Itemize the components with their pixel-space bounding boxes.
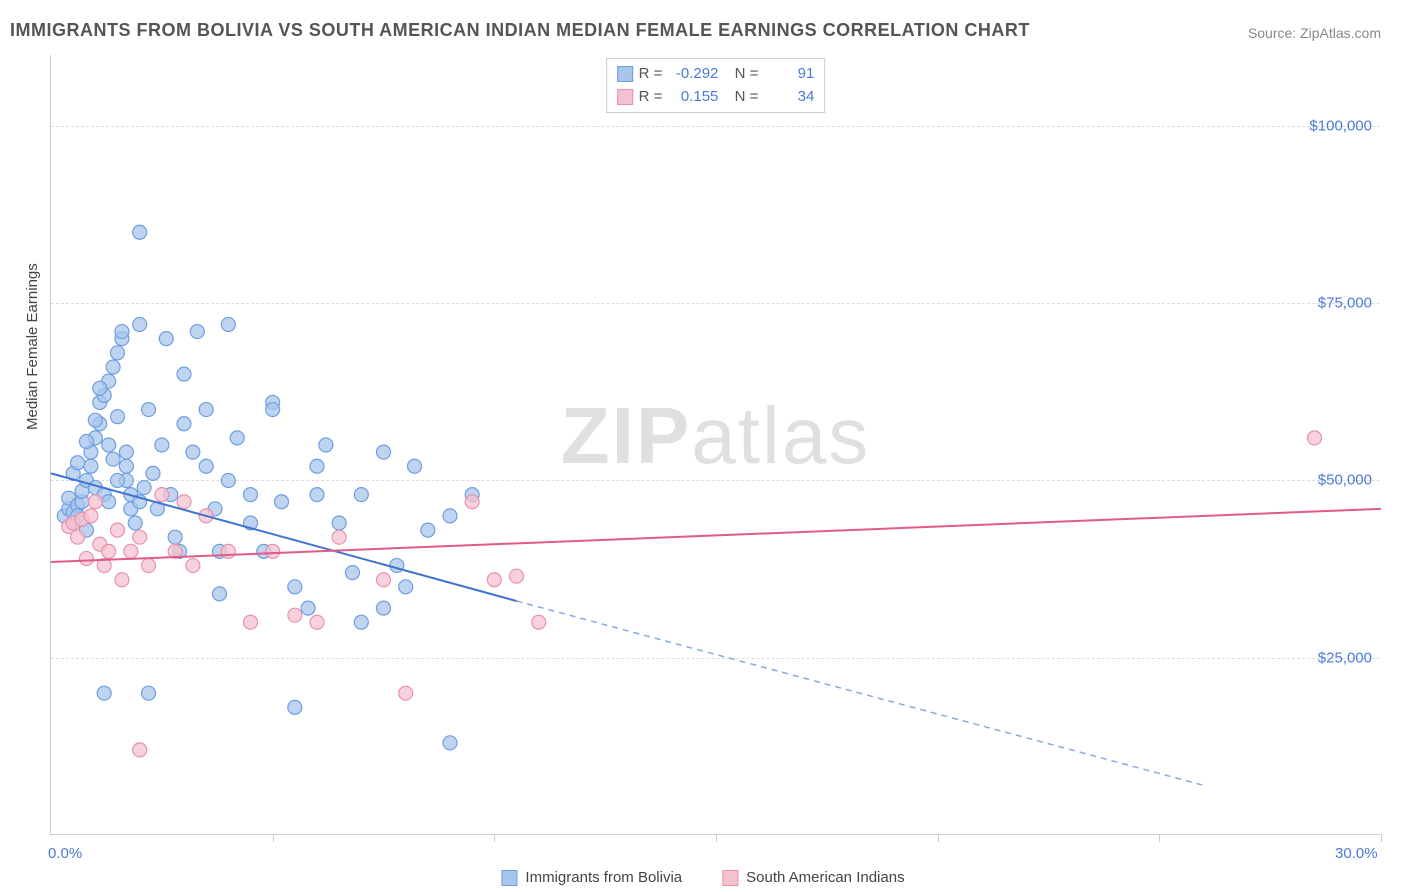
y-tick-label: $100,000 <box>1309 117 1372 134</box>
r-label: R = <box>639 86 663 109</box>
swatch-series-2-icon <box>617 89 633 105</box>
x-axis-max-label: 30.0% <box>1335 845 1378 862</box>
swatch-series-1-icon <box>617 66 633 82</box>
source-attribution: Source: ZipAtlas.com <box>1248 25 1381 41</box>
legend-swatch-2-icon <box>722 870 738 886</box>
legend-bottom: Immigrants from Bolivia South American I… <box>501 869 904 886</box>
legend-label-2: South American Indians <box>746 869 904 886</box>
n-value-1: 91 <box>764 63 814 86</box>
correlation-row-1: R = -0.292 N = 91 <box>617 63 815 86</box>
plot-area: ZIPatlas R = -0.292 N = 91 R = 0.155 N =… <box>50 55 1380 835</box>
source-label: Source: <box>1248 25 1300 41</box>
legend-swatch-1-icon <box>501 870 517 886</box>
chart-title: IMMIGRANTS FROM BOLIVIA VS SOUTH AMERICA… <box>10 20 1030 41</box>
r-value-2: 0.155 <box>668 86 718 109</box>
correlation-row-2: R = 0.155 N = 34 <box>617 86 815 109</box>
r-value-1: -0.292 <box>668 63 718 86</box>
n-value-2: 34 <box>764 86 814 109</box>
correlation-legend-box: R = -0.292 N = 91 R = 0.155 N = 34 <box>606 58 826 113</box>
y-axis-label: Median Female Earnings <box>24 263 41 430</box>
legend-item-1: Immigrants from Bolivia <box>501 869 682 886</box>
legend-label-1: Immigrants from Bolivia <box>525 869 682 886</box>
legend-item-2: South American Indians <box>722 869 904 886</box>
plot-svg <box>51 55 1380 834</box>
r-label: R = <box>639 63 663 86</box>
chart-container: IMMIGRANTS FROM BOLIVIA VS SOUTH AMERICA… <box>0 0 1406 892</box>
x-axis-min-label: 0.0% <box>48 845 82 862</box>
source-value: ZipAtlas.com <box>1300 25 1381 41</box>
y-tick-label: $75,000 <box>1318 295 1372 312</box>
n-label: N = <box>735 63 759 86</box>
y-tick-label: $50,000 <box>1318 472 1372 489</box>
n-label: N = <box>735 86 759 109</box>
y-tick-label: $25,000 <box>1318 649 1372 666</box>
